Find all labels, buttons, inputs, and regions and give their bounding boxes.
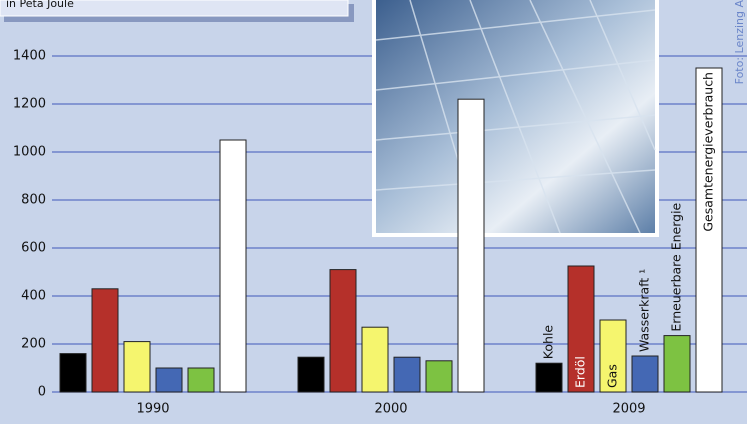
bar bbox=[155, 367, 183, 393]
series-label: Erneuerbare Energie bbox=[669, 202, 684, 331]
bar bbox=[123, 341, 151, 393]
bar bbox=[599, 319, 627, 393]
x-tick-label: 2009 bbox=[612, 402, 645, 417]
bar bbox=[329, 269, 357, 393]
series-label: Erdöl bbox=[573, 356, 588, 388]
y-tick-label: 200 bbox=[21, 337, 46, 352]
bar bbox=[187, 367, 215, 393]
x-tick-label: 2000 bbox=[374, 402, 407, 417]
y-tick-label: 1000 bbox=[13, 145, 46, 160]
bar bbox=[425, 360, 453, 393]
series-label: Gesamtenergieverbrauch bbox=[701, 72, 716, 232]
photo-credit: Foto: Lenzing AG bbox=[733, 0, 746, 84]
bar bbox=[695, 67, 723, 393]
bar bbox=[393, 356, 421, 393]
bar bbox=[219, 139, 247, 393]
photo bbox=[372, 0, 659, 237]
series-label: Kohle bbox=[541, 325, 556, 360]
bar bbox=[663, 335, 691, 393]
y-tick-label: 0 bbox=[38, 385, 46, 400]
series-label: Gas bbox=[605, 364, 620, 388]
series-label: Wasserkraft ¹ bbox=[637, 269, 652, 352]
bar bbox=[297, 356, 325, 393]
bar bbox=[535, 362, 563, 393]
y-tick-label: 1200 bbox=[13, 97, 46, 112]
y-tick-label: 600 bbox=[21, 241, 46, 256]
bar bbox=[91, 288, 119, 393]
subtitle-box bbox=[0, 0, 349, 17]
y-tick-label: 1400 bbox=[13, 49, 46, 64]
bar bbox=[361, 326, 389, 393]
bar bbox=[59, 353, 87, 393]
subtitle: in Peta Joule bbox=[6, 0, 74, 10]
bar bbox=[631, 355, 659, 393]
y-tick-label: 800 bbox=[21, 193, 46, 208]
bar bbox=[457, 98, 485, 393]
x-tick-label: 1990 bbox=[136, 402, 169, 417]
y-tick-label: 400 bbox=[21, 289, 46, 304]
bar bbox=[567, 265, 595, 393]
